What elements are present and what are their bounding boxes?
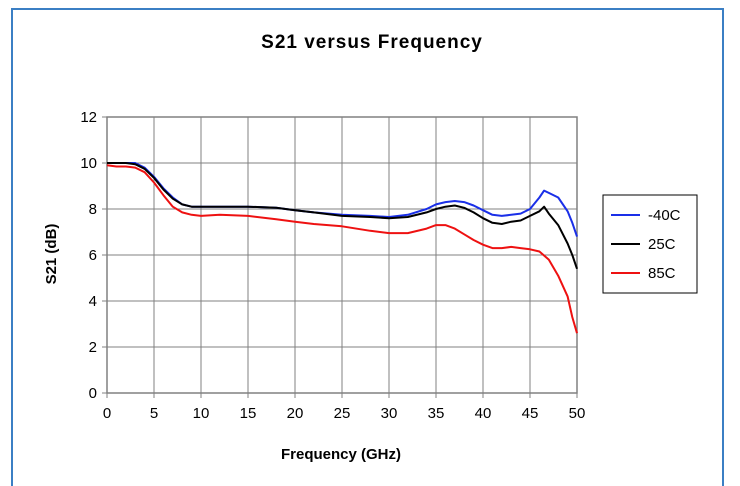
y-tick-label: 6 bbox=[89, 247, 97, 264]
x-tick-label: 30 bbox=[381, 405, 398, 422]
x-tick-label: 40 bbox=[475, 405, 492, 422]
x-tick-label: 45 bbox=[522, 405, 539, 422]
x-tick-label: 20 bbox=[287, 405, 304, 422]
y-tick-label: 0 bbox=[89, 385, 97, 402]
x-tick-label: 15 bbox=[240, 405, 257, 422]
y-tick-label: 2 bbox=[89, 339, 97, 356]
y-tick-label: 8 bbox=[89, 201, 97, 218]
x-axis-label: Frequency (GHz) bbox=[281, 446, 401, 463]
gridlines bbox=[107, 117, 577, 393]
x-tick-label: 50 bbox=[569, 405, 586, 422]
x-tick-label: 25 bbox=[334, 405, 351, 422]
x-tick-label: 35 bbox=[428, 405, 445, 422]
series-lines bbox=[106, 162, 578, 334]
series-line-25c bbox=[107, 162, 578, 270]
y-tick-label: 4 bbox=[89, 293, 97, 310]
series-line-85c bbox=[106, 164, 578, 334]
legend-label: -40C bbox=[648, 207, 681, 224]
x-tick-labels: 0 5 10 15 20 25 30 35 40 45 50 bbox=[103, 393, 586, 422]
y-tick-label: 10 bbox=[80, 155, 97, 172]
y-axis-label: S21 (dB) bbox=[43, 224, 60, 285]
legend-label: 85C bbox=[648, 265, 676, 282]
x-tick-label: 10 bbox=[193, 405, 210, 422]
y-tick-label: 12 bbox=[80, 109, 97, 126]
chart-title: S21 versus Frequency bbox=[261, 32, 483, 53]
legend: -40C 25C 85C bbox=[602, 194, 698, 294]
x-tick-label: 0 bbox=[103, 405, 111, 422]
x-tick-label: 5 bbox=[150, 405, 158, 422]
legend-label: 25C bbox=[648, 236, 676, 253]
y-tick-labels: 0 2 4 6 8 10 12 bbox=[80, 109, 107, 402]
